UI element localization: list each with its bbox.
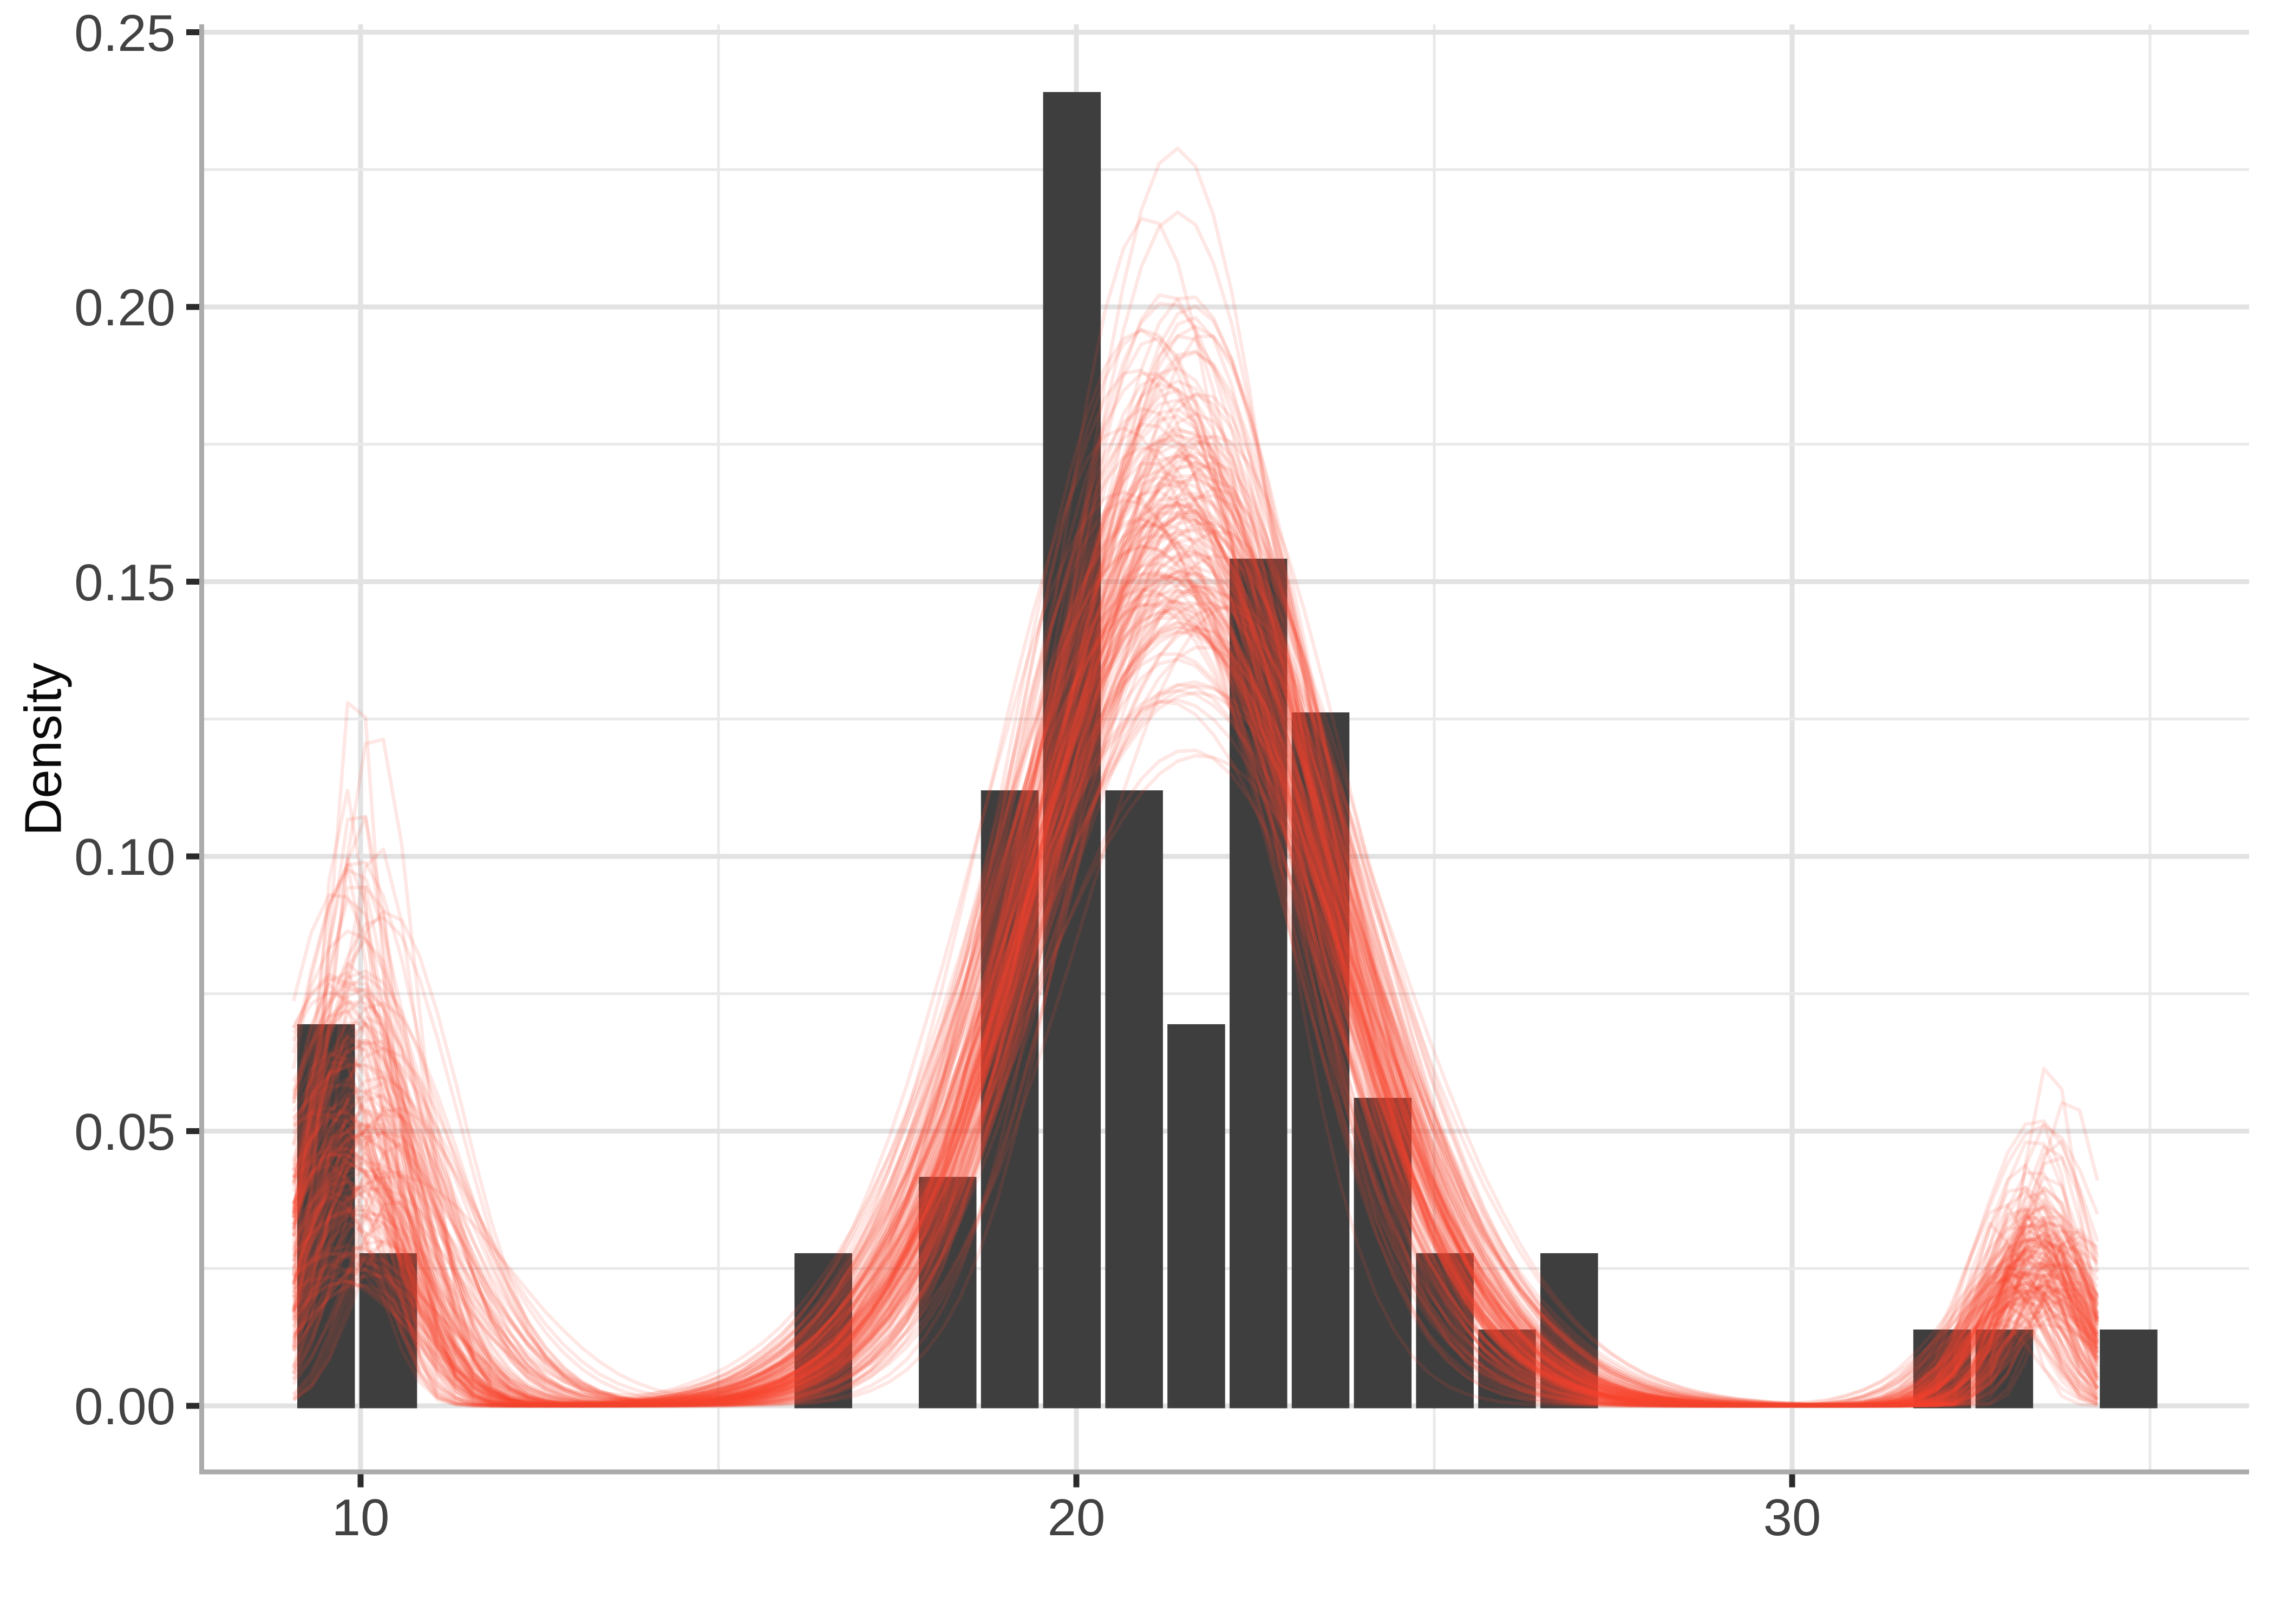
svg-text:0.25: 0.25 bbox=[74, 4, 175, 62]
svg-text:0.15: 0.15 bbox=[74, 554, 175, 612]
svg-text:10: 10 bbox=[332, 1489, 390, 1547]
svg-text:20: 20 bbox=[1048, 1489, 1106, 1547]
svg-text:30: 30 bbox=[1763, 1489, 1821, 1547]
svg-text:0.00: 0.00 bbox=[74, 1378, 175, 1436]
svg-text:0.05: 0.05 bbox=[74, 1103, 175, 1161]
svg-text:0.20: 0.20 bbox=[74, 279, 175, 337]
svg-text:0.10: 0.10 bbox=[74, 828, 175, 886]
svg-text:Density: Density bbox=[15, 663, 73, 836]
